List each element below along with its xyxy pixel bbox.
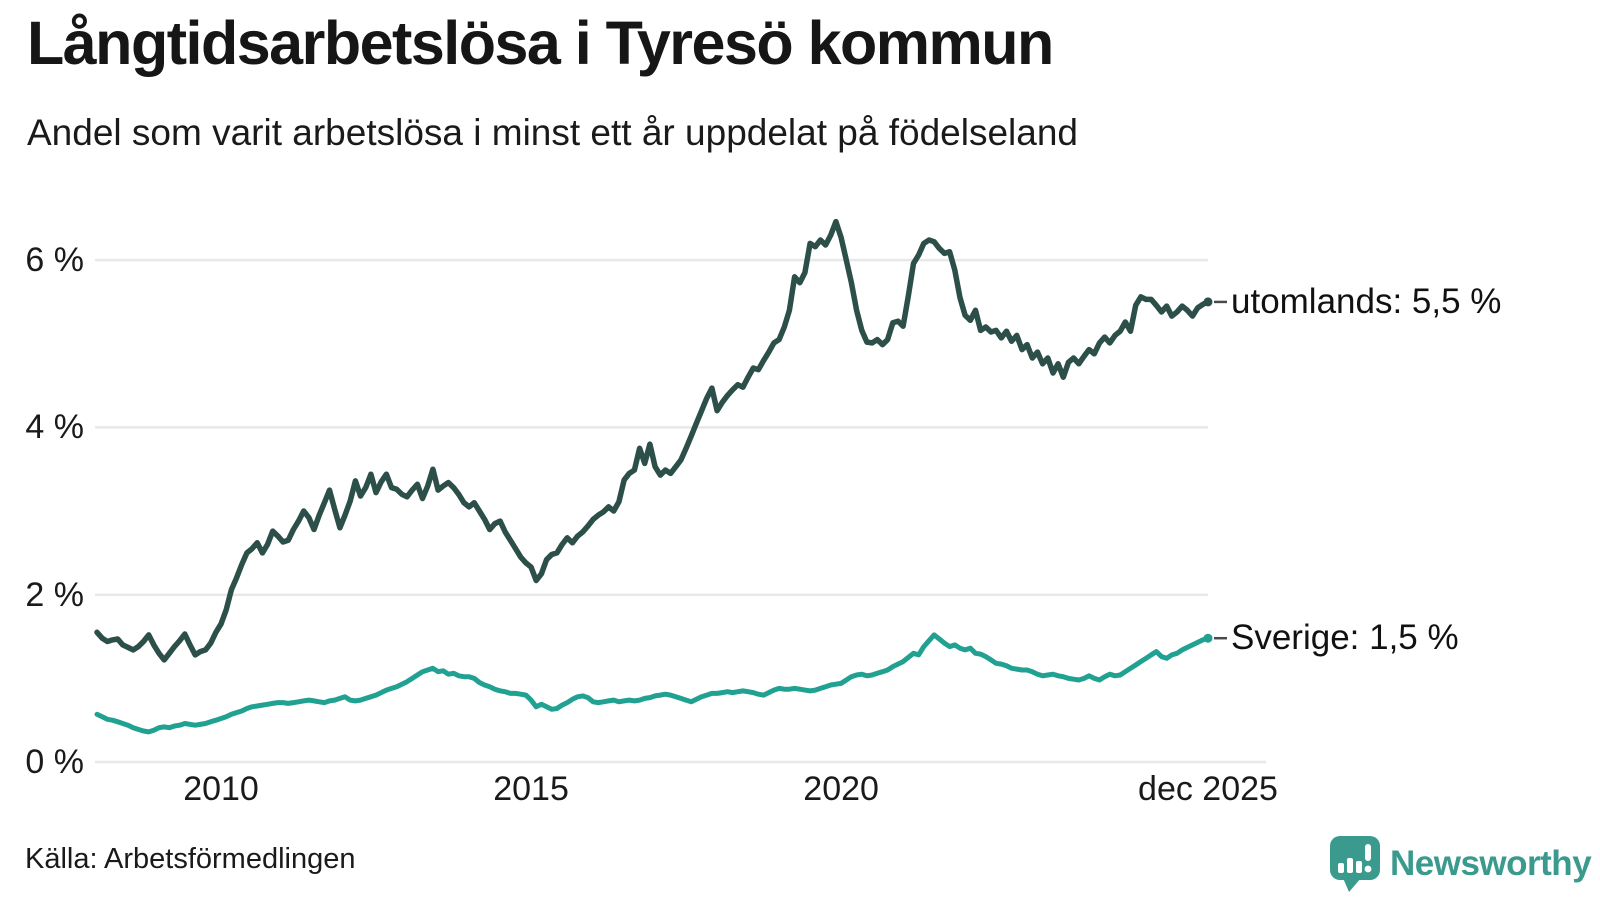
y-axis-tick-label: 6 % xyxy=(25,241,84,280)
series-line-sverige xyxy=(94,632,1211,735)
source-note: Källa: Arbetsförmedlingen xyxy=(25,843,356,875)
x-axis-tick-label: 2020 xyxy=(803,770,879,808)
y-axis-tick-label: 0 % xyxy=(25,743,84,781)
series-line-utomlands xyxy=(94,218,1211,663)
y-axis-tick-label: 2 % xyxy=(25,575,84,614)
chart-subtitle: Andel som varit arbetslösa i minst ett å… xyxy=(27,112,1078,153)
series-label-utomlands: utomlands: 5,5 % xyxy=(1231,281,1502,321)
series-end-dot-sverige xyxy=(1203,633,1213,643)
x-axis-tick-label: 2015 xyxy=(493,770,569,808)
newsworthy-wordmark: Newsworthy xyxy=(1390,844,1592,883)
bar-chart-speech-bubble-icon xyxy=(1330,836,1380,892)
page-title: Långtidsarbetslösa i Tyresö kommun xyxy=(27,9,1054,77)
series-end-dot-utomlands xyxy=(1203,297,1213,307)
series-label-sverige: Sverige: 1,5 % xyxy=(1231,618,1459,658)
newsworthy-logo: Newsworthy xyxy=(1329,835,1592,893)
x-axis-tick-label: 2010 xyxy=(183,770,259,808)
y-axis-tick-label: 4 % xyxy=(25,408,84,447)
x-axis-tick-label: dec 2025 xyxy=(1138,770,1278,808)
